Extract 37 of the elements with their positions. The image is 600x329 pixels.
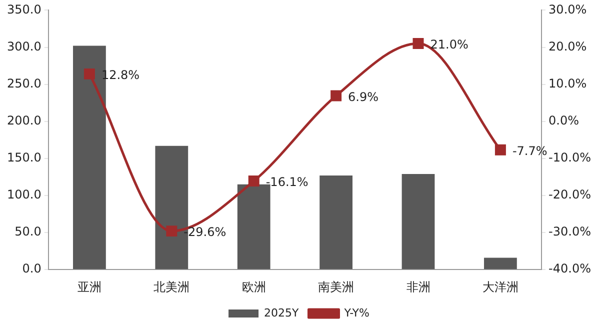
data-label: -7.7% — [512, 144, 548, 158]
bar — [320, 175, 352, 270]
y2-tick-label: 20.0% — [548, 39, 587, 54]
point — [84, 68, 95, 80]
x-tick-label: 欧洲 — [242, 280, 266, 294]
y-tick-label: 200.0 — [6, 113, 42, 128]
point — [412, 38, 424, 50]
point — [330, 90, 342, 102]
point — [494, 144, 506, 156]
bar — [402, 174, 435, 270]
y2-tick-label: -10.0% — [548, 150, 591, 165]
y-tick-label: 150.0 — [6, 150, 42, 165]
data-label: 6.9% — [348, 90, 379, 104]
bar — [484, 258, 517, 270]
y2-tick-label: 30.0% — [548, 2, 587, 16]
point — [166, 226, 178, 237]
legend-label: Y-Y% — [343, 306, 370, 320]
y-tick-label: 300.0 — [6, 39, 42, 54]
x-tick-label: 亚洲 — [77, 280, 102, 294]
x-tick-label: 南美洲 — [318, 280, 354, 294]
x-tick-label: 北美洲 — [154, 280, 190, 294]
point — [248, 176, 260, 187]
y2-tick-label: 0.0% — [548, 113, 580, 128]
y2-tick-label: -30.0% — [548, 224, 591, 239]
y-tick-label: 350.0 — [6, 2, 42, 16]
data-label: 21.0% — [430, 38, 468, 52]
y2-tick-label: -40.0% — [548, 262, 591, 276]
y-tick-label: 0.0 — [22, 262, 42, 276]
y2-tick-label: 10.0% — [548, 76, 587, 90]
x-tick-label: 大洋洲 — [482, 280, 518, 294]
y-tick-label: 250.0 — [6, 76, 42, 90]
legend-label: 2025Y — [264, 306, 300, 320]
y-tick-label: 50.0 — [14, 224, 42, 239]
y-tick-label: 100.0 — [6, 188, 42, 202]
y2-tick-label: -20.0% — [548, 188, 591, 202]
x-tick-label: 非洲 — [406, 280, 430, 294]
data-label: -16.1% — [266, 175, 308, 190]
